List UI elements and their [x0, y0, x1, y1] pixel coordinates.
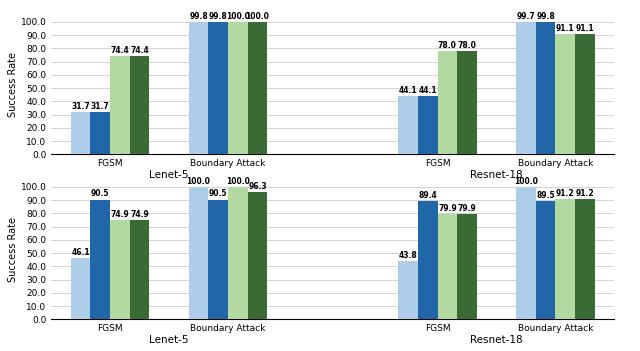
Y-axis label: Success Rate: Success Rate [8, 217, 18, 282]
Bar [189, 187, 209, 319]
Bar [248, 22, 268, 154]
Bar [556, 34, 575, 154]
Bar [189, 22, 209, 154]
Bar [209, 22, 228, 154]
Bar [228, 187, 248, 319]
Text: 44.1: 44.1 [399, 86, 417, 95]
Bar [228, 22, 248, 154]
Bar [130, 220, 149, 319]
Text: 31.7: 31.7 [91, 102, 109, 111]
Bar [418, 201, 438, 319]
Y-axis label: Success Rate: Success Rate [8, 52, 18, 117]
Text: 91.2: 91.2 [556, 188, 575, 198]
Text: 79.9: 79.9 [438, 204, 457, 212]
Text: 99.8: 99.8 [189, 12, 208, 21]
Bar [71, 258, 90, 319]
Text: Lenet-5: Lenet-5 [149, 335, 189, 345]
Bar [398, 261, 418, 319]
Bar [575, 199, 595, 319]
Bar [536, 201, 556, 319]
Text: 90.5: 90.5 [91, 190, 109, 198]
Bar [457, 51, 477, 154]
Text: 44.1: 44.1 [419, 86, 437, 95]
Text: Lenet-5: Lenet-5 [149, 170, 189, 180]
Text: 46.1: 46.1 [71, 248, 90, 257]
Text: 91.1: 91.1 [556, 24, 575, 33]
Text: 90.5: 90.5 [209, 190, 227, 198]
Bar [536, 22, 556, 154]
Bar [130, 56, 149, 154]
Text: 79.9: 79.9 [458, 204, 476, 212]
Text: 89.5: 89.5 [536, 191, 555, 200]
Text: 74.9: 74.9 [111, 210, 129, 219]
Bar [418, 96, 438, 154]
Bar [438, 51, 457, 154]
Text: 100.0: 100.0 [226, 177, 250, 186]
Bar [209, 199, 228, 319]
Text: 100.0: 100.0 [187, 177, 211, 186]
Bar [90, 112, 110, 154]
Text: 91.2: 91.2 [575, 188, 595, 198]
Bar [110, 220, 130, 319]
Bar [556, 199, 575, 319]
Text: 31.7: 31.7 [71, 102, 90, 111]
Legend: Keras-Original, Keras-ONNX, PyTorch-Original, PyTorch-ONNX: Keras-Original, Keras-ONNX, PyTorch-Orig… [166, 207, 500, 223]
Text: 74.4: 74.4 [130, 46, 149, 55]
Text: 78.0: 78.0 [458, 41, 477, 50]
Text: Resnet-18: Resnet-18 [470, 170, 523, 180]
Text: 74.9: 74.9 [130, 210, 149, 219]
Text: 43.8: 43.8 [399, 251, 417, 260]
Bar [90, 199, 110, 319]
Text: 99.8: 99.8 [209, 12, 228, 21]
Text: 74.4: 74.4 [111, 46, 129, 55]
Bar [438, 213, 457, 319]
Text: Resnet-18: Resnet-18 [470, 335, 523, 345]
Text: 91.1: 91.1 [575, 24, 595, 33]
Text: 100.0: 100.0 [226, 12, 250, 21]
Text: 100.0: 100.0 [514, 177, 538, 186]
Bar [516, 187, 536, 319]
Text: 78.0: 78.0 [438, 41, 457, 50]
Text: 100.0: 100.0 [246, 12, 269, 21]
Bar [248, 192, 268, 319]
Bar [110, 56, 130, 154]
Text: 99.7: 99.7 [516, 12, 536, 21]
Text: 89.4: 89.4 [419, 191, 437, 200]
Text: 96.3: 96.3 [248, 182, 267, 191]
Text: 99.8: 99.8 [536, 12, 555, 21]
Bar [398, 96, 418, 154]
Bar [575, 34, 595, 154]
Bar [516, 22, 536, 154]
Bar [71, 112, 90, 154]
Bar [457, 213, 477, 319]
